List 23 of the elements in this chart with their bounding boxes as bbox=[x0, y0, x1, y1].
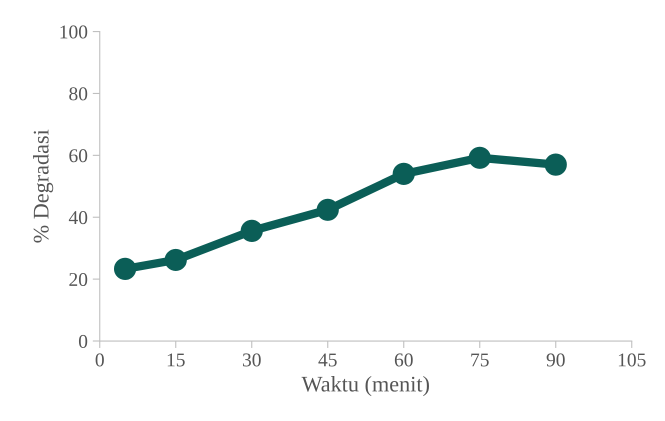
x-tick-label: 75 bbox=[471, 354, 489, 366]
y-tick-label: 60 bbox=[69, 149, 88, 162]
x-tick-label: 90 bbox=[546, 353, 565, 366]
y-tick-label: 40 bbox=[68, 211, 88, 224]
x-axis-title: Waktu (menit) bbox=[302, 376, 429, 396]
point bbox=[392, 162, 415, 186]
point bbox=[114, 258, 136, 280]
x-tick-label: 45 bbox=[318, 354, 337, 366]
point bbox=[468, 146, 491, 169]
x-tick-label: 0 bbox=[96, 353, 104, 366]
x-tick-label: 15 bbox=[168, 353, 185, 366]
x-tick-label: 30 bbox=[242, 353, 261, 366]
x-tick-label: 60 bbox=[394, 353, 413, 366]
y-axis-title: % Degradasi bbox=[33, 130, 54, 243]
point bbox=[164, 248, 187, 272]
y-tick-label: 0 bbox=[78, 334, 88, 348]
point bbox=[544, 154, 567, 176]
x-tick-label: 105 bbox=[618, 353, 646, 366]
y-tick-label: 100 bbox=[60, 25, 88, 39]
y-tick-label: 80 bbox=[69, 87, 88, 100]
point bbox=[316, 198, 339, 221]
y-tick-label: 20 bbox=[69, 272, 88, 286]
point bbox=[240, 220, 263, 242]
